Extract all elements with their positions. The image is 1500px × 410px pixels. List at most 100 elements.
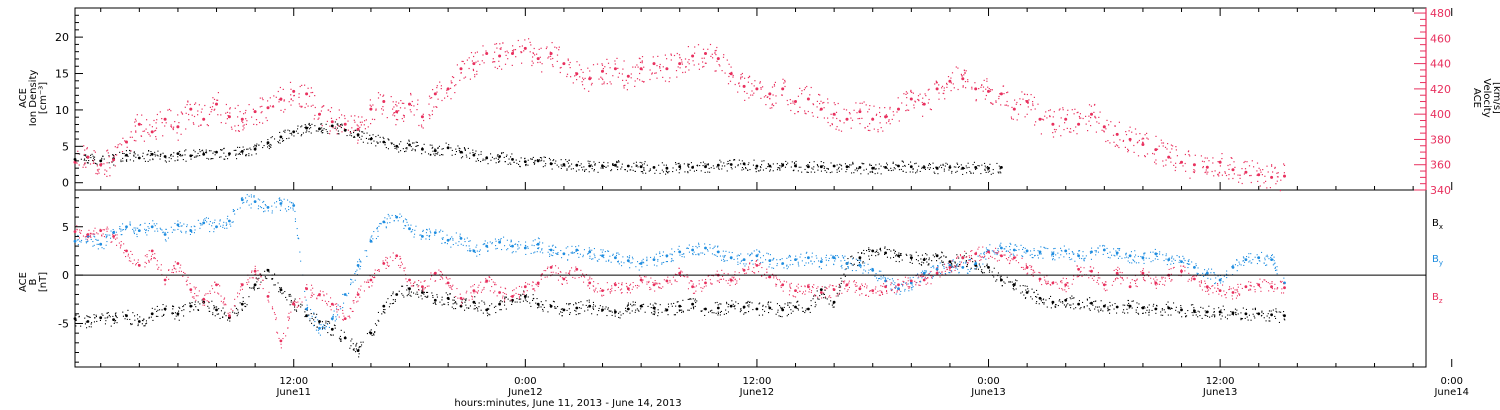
data-sample	[75, 314, 77, 316]
data-sample	[259, 199, 261, 201]
data-sample	[1035, 296, 1037, 298]
data-sample	[206, 124, 208, 126]
data-sample	[165, 240, 167, 242]
data-sample	[1065, 305, 1067, 307]
data-sample	[602, 167, 604, 169]
data-sample	[1243, 161, 1245, 164]
data-sample	[910, 89, 912, 91]
data-point	[446, 87, 450, 91]
data-sample	[736, 255, 738, 257]
data-sample	[1278, 321, 1280, 323]
data-sample	[950, 77, 952, 79]
data-sample	[310, 127, 312, 129]
data-sample	[1097, 306, 1099, 308]
data-sample	[458, 241, 460, 243]
data-sample	[186, 226, 188, 228]
data-sample	[741, 169, 743, 171]
data-sample	[96, 163, 98, 165]
data-sample	[523, 290, 525, 292]
data-sample	[706, 163, 708, 165]
data-point	[678, 304, 682, 308]
data-sample	[1256, 170, 1258, 172]
data-sample	[915, 172, 917, 174]
data-point	[768, 164, 772, 168]
data-sample	[459, 235, 461, 237]
data-sample	[1232, 177, 1234, 180]
data-sample	[886, 164, 888, 166]
data-sample	[1191, 312, 1193, 314]
data-sample	[792, 305, 794, 307]
data-sample	[464, 301, 466, 303]
data-sample	[682, 311, 684, 313]
data-sample	[801, 171, 803, 173]
data-sample	[702, 161, 704, 163]
data-sample	[594, 305, 596, 307]
data-sample	[121, 151, 124, 153]
data-sample	[902, 160, 904, 162]
data-sample	[643, 167, 645, 169]
data-sample	[387, 213, 389, 215]
data-sample	[504, 245, 506, 247]
data-sample	[863, 101, 865, 103]
data-sample	[360, 124, 362, 126]
data-sample	[627, 302, 629, 304]
data-point	[845, 262, 849, 265]
data-sample	[969, 258, 971, 260]
data-sample	[738, 82, 740, 84]
data-sample	[256, 143, 258, 145]
data-sample	[1146, 153, 1149, 155]
data-sample	[810, 260, 812, 262]
data-sample	[536, 159, 538, 161]
data-sample	[280, 109, 282, 111]
data-sample	[474, 251, 476, 253]
data-sample	[603, 254, 605, 256]
data-sample	[131, 323, 133, 325]
data-sample	[705, 164, 707, 166]
data-sample	[500, 309, 502, 311]
data-sample	[208, 302, 210, 304]
data-sample	[627, 304, 629, 306]
data-sample	[322, 105, 324, 107]
data-sample	[985, 250, 987, 252]
data-sample	[286, 138, 288, 140]
data-sample	[218, 308, 220, 310]
data-sample	[590, 77, 592, 79]
data-sample	[420, 234, 422, 236]
data-sample	[883, 275, 885, 277]
data-sample	[1012, 288, 1014, 290]
data-sample	[261, 105, 263, 107]
data-sample	[543, 160, 545, 162]
data-sample	[1007, 250, 1009, 252]
data-sample	[498, 161, 500, 163]
data-sample	[1261, 310, 1263, 312]
data-sample	[231, 221, 233, 223]
data-sample	[369, 104, 371, 106]
data-point	[189, 304, 193, 308]
data-sample	[469, 250, 471, 252]
data-sample	[316, 326, 318, 328]
data-sample	[455, 242, 457, 244]
data-sample	[132, 312, 134, 314]
data-sample	[589, 249, 591, 251]
data-sample	[675, 162, 677, 164]
data-sample	[892, 169, 894, 171]
data-sample	[147, 226, 149, 228]
data-sample	[540, 301, 542, 303]
data-sample	[653, 310, 655, 312]
data-sample	[1042, 118, 1044, 120]
data-sample	[409, 294, 411, 296]
data-sample	[475, 246, 477, 248]
data-sample	[1127, 312, 1129, 314]
data-sample	[407, 224, 409, 226]
data-sample	[541, 159, 543, 161]
data-sample	[639, 61, 642, 63]
data-sample	[91, 153, 93, 155]
data-sample	[601, 64, 604, 66]
data-point	[665, 308, 669, 312]
data-point	[1090, 112, 1093, 116]
data-point	[858, 166, 862, 169]
data-sample	[332, 334, 334, 336]
data-sample	[905, 93, 907, 95]
data-sample	[278, 99, 280, 101]
data-sample	[638, 310, 640, 312]
